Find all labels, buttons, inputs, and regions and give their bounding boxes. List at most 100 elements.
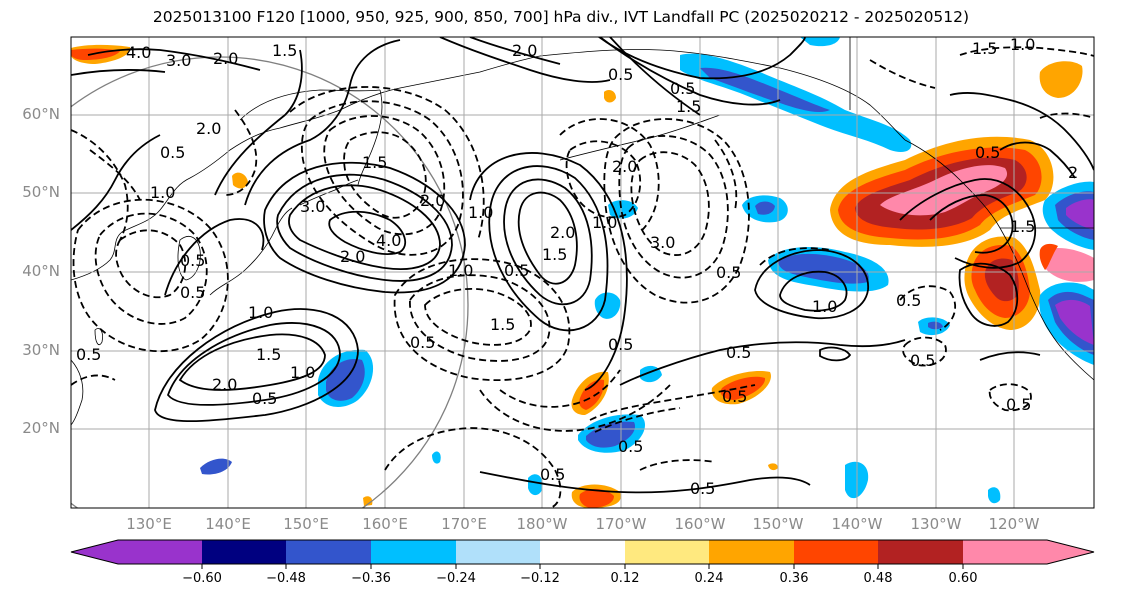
contour-label: 2.0 xyxy=(213,49,238,68)
lat-label: 30°N xyxy=(22,341,60,359)
contour-label: 2.0 xyxy=(196,119,221,138)
shaded-region-positive-pacific-150w-core xyxy=(720,376,766,400)
contour-negative xyxy=(1039,112,1094,119)
contour-negative xyxy=(89,149,141,201)
contour-label: 1.5 xyxy=(362,153,387,172)
lon-label: 180°W xyxy=(516,515,568,533)
contour-positive xyxy=(619,339,906,386)
contour-label: 1.0 xyxy=(812,297,837,316)
contour-negative xyxy=(384,427,562,508)
contour-label: 0.5 xyxy=(716,263,741,282)
coastline-asia xyxy=(71,55,541,281)
lon-label: 140°W xyxy=(831,515,883,533)
contour-label: 0.5 xyxy=(690,479,715,498)
colorbar xyxy=(70,539,1095,569)
shaded-region-positive-170w-south-core xyxy=(579,488,614,508)
contour-label: 2.0 xyxy=(550,223,575,242)
lat-label: 60°N xyxy=(22,105,60,123)
contour-positive xyxy=(958,262,1019,327)
contour-label: 0.5 xyxy=(896,291,921,310)
colorbar-segment xyxy=(456,540,540,564)
coastline-philippines xyxy=(71,359,84,426)
contour-positive xyxy=(71,68,166,76)
contour-positive xyxy=(779,270,848,312)
coastline-kamchatka xyxy=(357,89,383,186)
shaded-region-negative-tropic-3 xyxy=(988,487,1001,504)
contour-label: 0.5 xyxy=(722,387,747,406)
shaded-region-negative-west-coast-north-deep xyxy=(1066,199,1094,230)
contour-label: 0.5 xyxy=(618,437,643,456)
contour-positive xyxy=(479,471,811,494)
contour-label: 1.0 xyxy=(592,213,617,232)
contour-label: 1.5 xyxy=(972,39,997,58)
contour-positive xyxy=(979,351,1041,361)
negative-contours xyxy=(71,46,1094,508)
contour-label: 1.0 xyxy=(448,261,473,280)
contour-negative xyxy=(224,109,258,196)
contour-positive xyxy=(819,346,852,362)
shaded-region-positive-tropic-small-2 xyxy=(363,496,373,506)
colorbar-segment xyxy=(118,540,202,564)
colorbar-tick-label: 0.36 xyxy=(779,571,809,586)
colorbar-tick-label: 0.24 xyxy=(694,571,724,586)
contour-label-layer: 4.0 3.0 2.0 1.5 2.0 2.0 0.5 1.0 0.5 1.5 … xyxy=(76,35,1078,498)
contour-negative xyxy=(300,100,464,256)
contour-label: 0.5 xyxy=(160,143,185,162)
contour-negative xyxy=(115,229,187,299)
shaded-region-negative-165w-core xyxy=(586,421,636,448)
contour-label: 3.0 xyxy=(166,51,191,70)
contour-label: 2.0 xyxy=(340,247,365,266)
contour-positive xyxy=(71,134,161,231)
lon-label: 130°E xyxy=(126,515,172,533)
contour-negative xyxy=(959,46,1094,57)
shaded-region-negative-arctic-top xyxy=(800,37,840,47)
contour-positive xyxy=(154,308,359,423)
contour-negative xyxy=(424,288,532,346)
colorbar-segment xyxy=(625,540,709,564)
colorbar-segment xyxy=(709,540,794,564)
contour-positive xyxy=(263,161,466,294)
contour-negative xyxy=(902,336,947,367)
contour-label: 0.5 xyxy=(180,251,205,270)
lon-label: 140°E xyxy=(205,515,251,533)
contour-negative xyxy=(759,247,831,266)
landfall-circle xyxy=(71,56,469,508)
contour-positive xyxy=(609,37,701,116)
shaded-region-negative-140e xyxy=(200,458,232,475)
contour-label: 1.0 xyxy=(1010,35,1035,54)
contour-positive xyxy=(597,37,806,80)
colorbar-segment xyxy=(540,540,625,564)
lat-label: 50°N xyxy=(22,183,60,201)
contour-negative xyxy=(559,118,660,233)
contour-label: 2.0 xyxy=(612,157,637,176)
contour-negative xyxy=(639,459,716,471)
shaded-region-negative-alaska-core xyxy=(700,67,830,113)
contour-label: 1.5 xyxy=(542,245,567,264)
contour-positive xyxy=(328,210,407,255)
contour-label: 3.0 xyxy=(300,197,325,216)
colorbar-tick-label: −0.60 xyxy=(182,571,222,586)
colorbar-extend-high xyxy=(1047,540,1094,564)
contour-label: 0.5 xyxy=(975,143,1000,162)
colorbar-tick-label: −0.24 xyxy=(436,571,476,586)
shaded-region-positive-tropic-small xyxy=(768,463,778,471)
shaded-region-positive-california xyxy=(1045,247,1094,282)
shaded-region-positive-170w-core xyxy=(579,379,605,410)
shaded-region-negative-tropic-4 xyxy=(432,451,441,464)
contour-label: 1.0 xyxy=(248,303,273,322)
colorbar-tick-label: 0.12 xyxy=(610,571,640,586)
contour-label: 0.5 xyxy=(76,345,101,364)
colorbar-tick-label: −0.12 xyxy=(520,571,560,586)
contour-label: 4.0 xyxy=(376,231,401,250)
contour-positive xyxy=(287,184,441,270)
colorbar-extend-low xyxy=(71,540,118,564)
lat-label: 40°N xyxy=(22,262,60,280)
figure-title: 2025013100 F120 [1000, 950, 925, 900, 85… xyxy=(152,8,970,26)
contour-positive xyxy=(276,173,453,282)
contour-negative xyxy=(899,285,957,331)
colorbar-ticks xyxy=(201,564,964,569)
contour-negative xyxy=(289,86,485,241)
contour-label: 1.0 xyxy=(290,363,315,382)
contour-positive xyxy=(164,218,265,296)
